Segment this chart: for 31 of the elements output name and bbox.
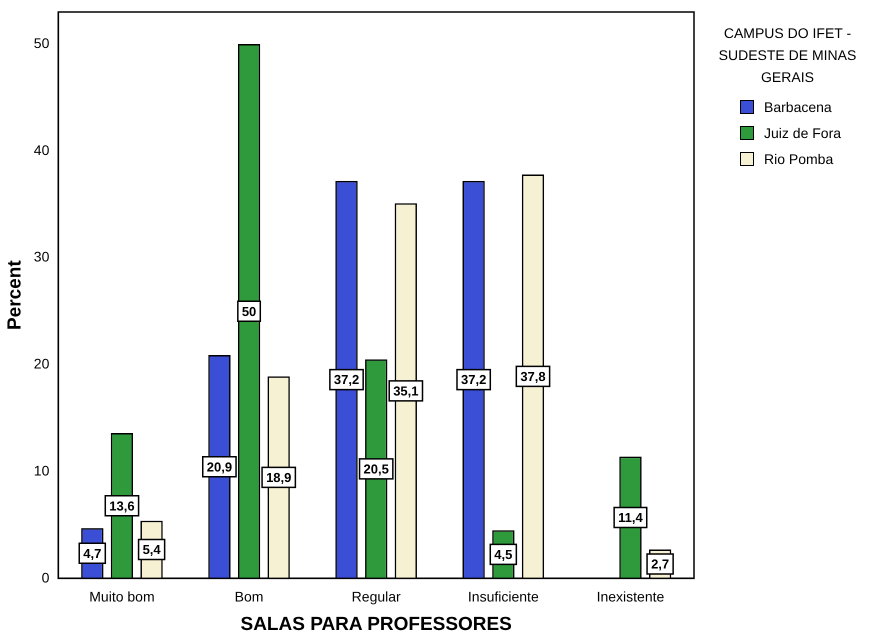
data-label: 35,1	[393, 383, 419, 398]
legend-label: Juiz de Fora	[764, 125, 842, 141]
data-label: 20,5	[364, 461, 389, 476]
y-tick-label: 50	[34, 34, 50, 51]
y-tick-label: 30	[34, 248, 50, 265]
y-tick-label: 20	[34, 356, 50, 372]
x-tick-label: Bom	[234, 588, 264, 605]
data-label: 11,4	[618, 510, 644, 526]
y-tick-label: 40	[34, 142, 50, 158]
x-axis-title: SALAS PARA PROFESSORES	[240, 614, 512, 635]
data-label: 4,7	[83, 546, 102, 561]
x-tick-label: Insuficiente	[468, 588, 539, 605]
data-label: 37,2	[460, 372, 486, 388]
y-tick-label: 0	[42, 569, 50, 586]
x-tick-label: Muito bom	[89, 588, 155, 605]
data-label: 50	[242, 304, 256, 319]
legend-label: Rio Pomba	[764, 151, 834, 167]
x-tick-label: Inexistente	[596, 588, 664, 605]
data-label: 5,4	[142, 542, 162, 558]
legend-label: Barbacena	[764, 99, 832, 115]
data-label: 18,9	[266, 470, 292, 485]
data-label: 13,6	[109, 498, 135, 514]
data-label: 4,5	[494, 546, 512, 562]
x-tick-label: Regular	[352, 588, 402, 605]
y-axis-title: Percent	[4, 260, 26, 330]
data-label: 37,8	[520, 369, 546, 384]
y-tick-label: 10	[34, 462, 50, 478]
legend-title: CAMPUS DO IFET - SUDESTE DE MINAS GERAIS	[718, 24, 858, 87]
data-label: 2,7	[651, 556, 670, 572]
data-label: 37,2	[334, 372, 360, 388]
data-label: 20,9	[206, 459, 232, 474]
